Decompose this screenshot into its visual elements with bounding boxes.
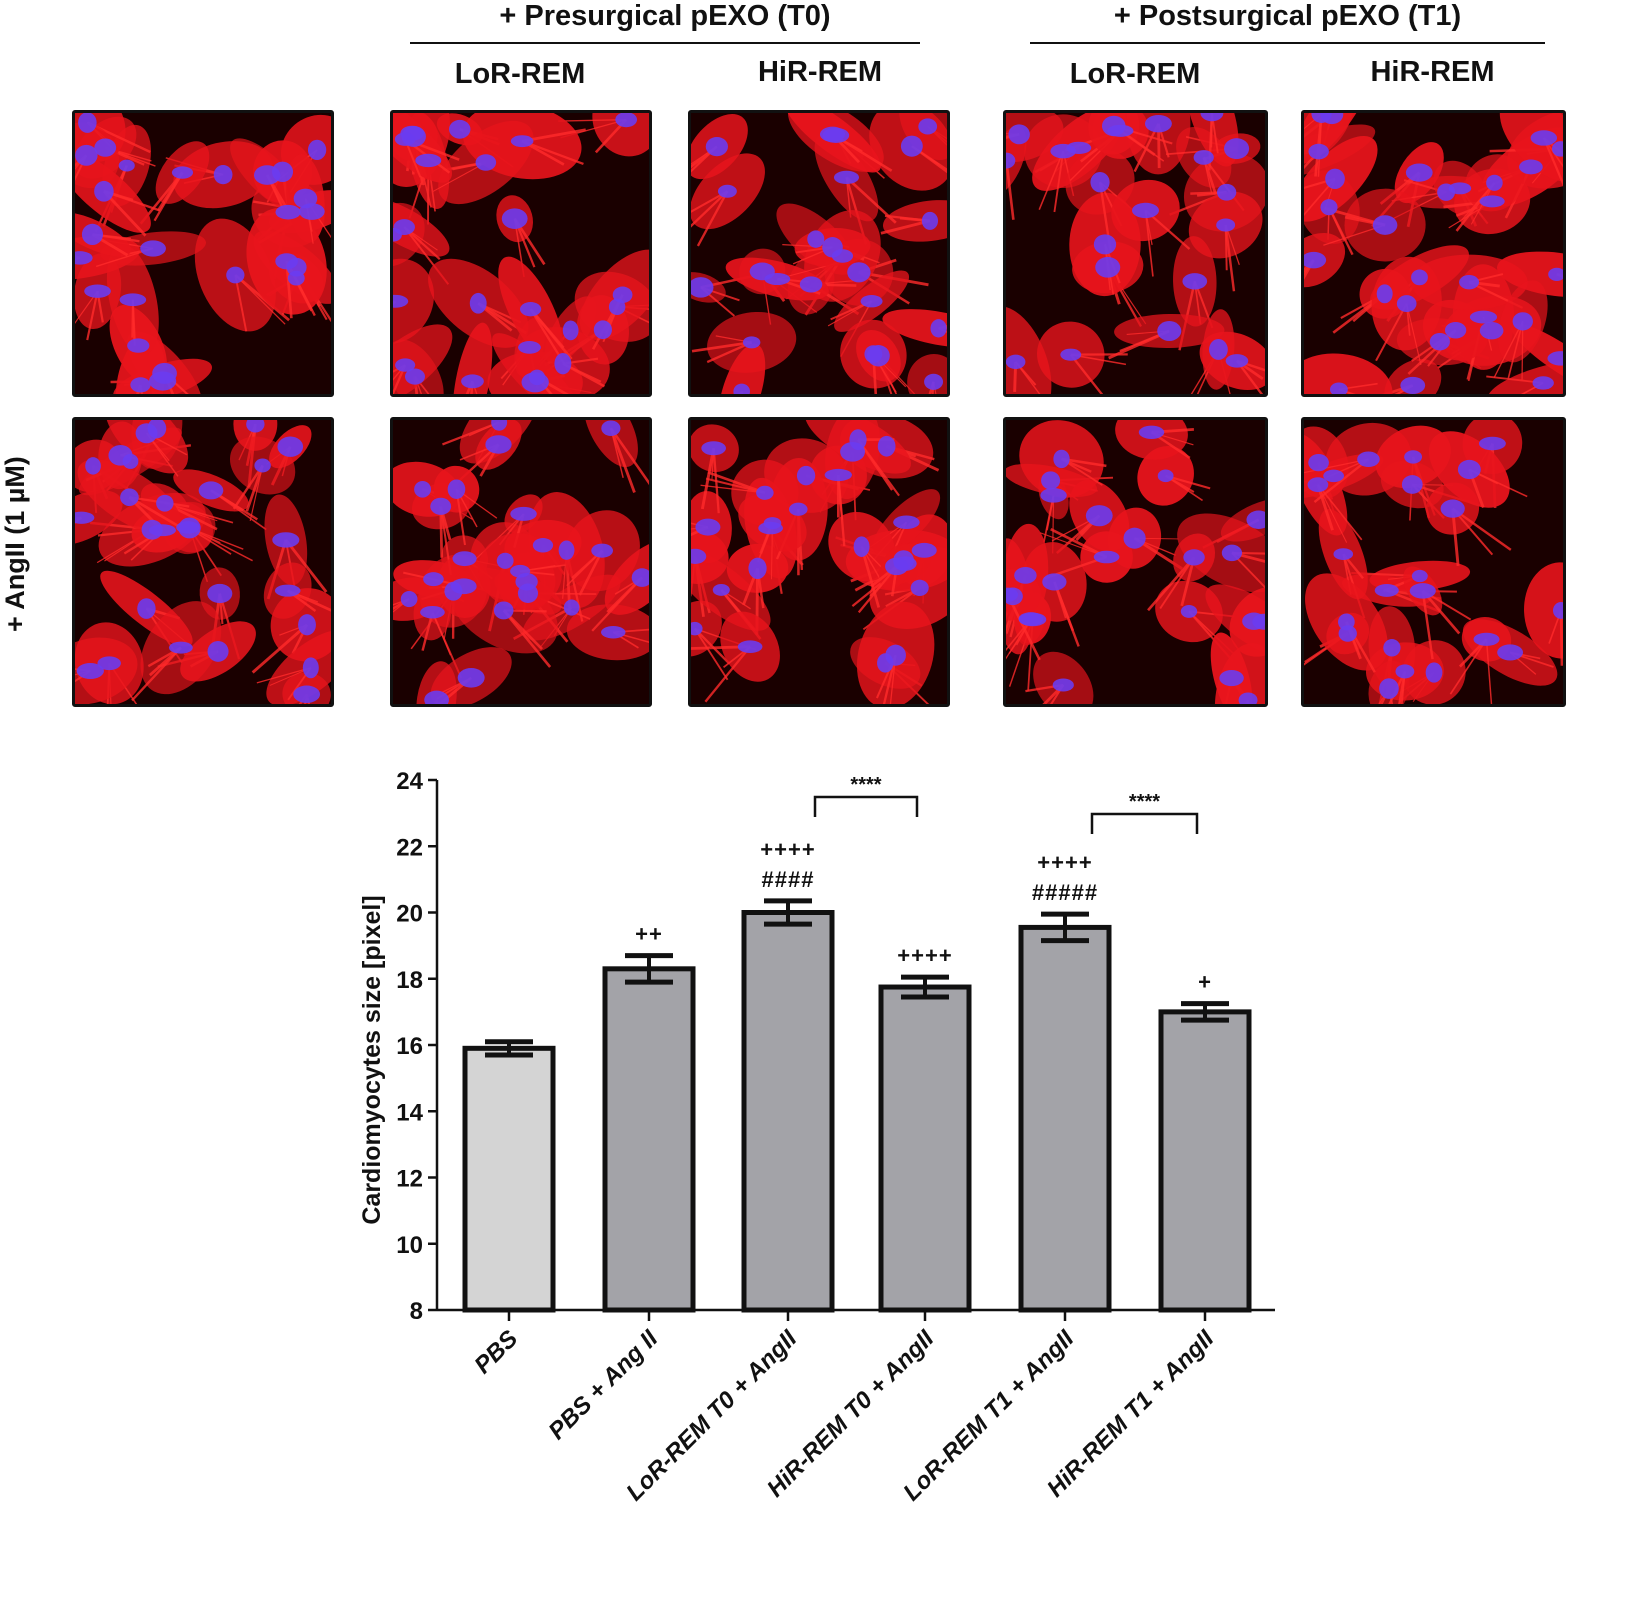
significance-marker: #### bbox=[762, 867, 815, 892]
bar-2 bbox=[741, 910, 835, 1313]
bar-0 bbox=[462, 1045, 556, 1313]
micrograph-t0-lor-top bbox=[390, 110, 652, 397]
significance-marker: ++ bbox=[635, 922, 663, 947]
y-tick-label: 20 bbox=[396, 901, 423, 928]
bar-3 bbox=[878, 984, 972, 1313]
significance-marker: ++++ bbox=[760, 837, 815, 862]
y-tick-label: 18 bbox=[396, 967, 423, 994]
bracket-significance-label: **** bbox=[1129, 791, 1160, 813]
group-divider-postsurgical bbox=[1030, 42, 1545, 44]
micrograph-t1-lor-bottom bbox=[1003, 417, 1268, 707]
bracket-significance-label: **** bbox=[850, 774, 881, 796]
significance-marker: ++++ bbox=[1037, 850, 1092, 875]
bar-4 bbox=[1018, 924, 1112, 1313]
micrograph-t1-hir-top bbox=[1301, 110, 1566, 397]
significance-marker: + bbox=[1198, 970, 1212, 995]
y-tick-label: 22 bbox=[396, 834, 423, 861]
significance-marker: ##### bbox=[1032, 880, 1098, 905]
bar-5 bbox=[1158, 1009, 1252, 1313]
y-tick-label: 12 bbox=[396, 1166, 423, 1193]
group-title-presurgical: + Presurgical pEXO (T0) bbox=[499, 0, 831, 32]
micrograph-control-bottom bbox=[72, 417, 334, 707]
column-label-t1-hir: HiR-REM bbox=[1370, 56, 1495, 88]
column-label-t1-lor: LoR-REM bbox=[1069, 58, 1201, 90]
micrograph-t0-hir-top bbox=[688, 110, 950, 397]
x-category-label: PBS + Ang II bbox=[543, 1324, 664, 1445]
micrograph-t1-lor-top bbox=[1003, 110, 1268, 397]
x-category-label: PBS bbox=[469, 1325, 523, 1379]
y-tick-label: 24 bbox=[396, 768, 423, 795]
y-tick-label: 10 bbox=[396, 1232, 423, 1259]
micrograph-t0-lor-bottom bbox=[390, 417, 652, 707]
micrograph-t0-hir-bottom bbox=[688, 417, 950, 707]
y-tick-label: 8 bbox=[410, 1298, 423, 1325]
y-axis-title: Cardiomyocytes size [pixel] bbox=[358, 895, 386, 1224]
column-label-t0-hir: HiR-REM bbox=[757, 56, 883, 88]
column-label-t0-lor: LoR-REM bbox=[454, 58, 586, 90]
bar-1 bbox=[602, 966, 696, 1313]
micrograph-t1-hir-bottom bbox=[1301, 417, 1566, 707]
micrograph-control-top bbox=[72, 110, 334, 397]
y-tick-label: 16 bbox=[396, 1033, 423, 1060]
group-title-postsurgical: + Postsurgical pEXO (T1) bbox=[1113, 0, 1462, 32]
significance-marker: ++++ bbox=[897, 943, 952, 968]
group-divider-presurgical bbox=[410, 42, 920, 44]
y-tick-label: 14 bbox=[396, 1099, 423, 1126]
comparison-bracket bbox=[1090, 812, 1199, 834]
comparison-bracket bbox=[813, 795, 919, 817]
